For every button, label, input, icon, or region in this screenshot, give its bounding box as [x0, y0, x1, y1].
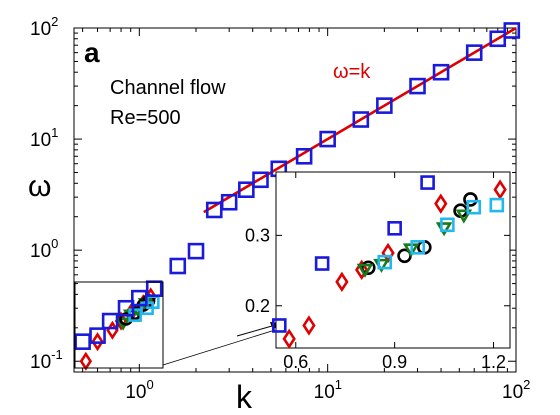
inset-data-point-diamond — [355, 259, 369, 281]
data-point-diamond — [91, 332, 104, 352]
data-point-square — [220, 193, 238, 211]
y-tick-label-base: 10 — [30, 130, 51, 151]
data-point-square — [376, 97, 393, 114]
inset-series-layer — [271, 175, 507, 350]
omega-equals-k-line — [203, 26, 517, 214]
data-point-square — [432, 63, 450, 81]
inset-data-point-square — [387, 221, 402, 236]
y-tick-label-exponent: 1 — [51, 125, 58, 140]
y-tick-label-exponent: -1 — [51, 347, 63, 362]
inset-y-tick-label: 0.3 — [245, 225, 270, 245]
annotation-channel-flow: Channel flow — [110, 77, 226, 99]
inset-x-tick-label: 0.9 — [382, 352, 407, 372]
inset-data-point-square — [377, 254, 393, 270]
data-point-square — [252, 171, 269, 189]
inset-data-point-square — [410, 240, 426, 255]
x-tick-label-base: 10 — [502, 382, 523, 403]
inset-data-point-triangle-down — [356, 263, 374, 278]
y-tick-label-base: 10 — [30, 352, 51, 373]
data-point-diamond — [106, 320, 119, 340]
inset-x-tick-label: 1.2 — [481, 352, 506, 372]
zoom-region-box — [74, 281, 164, 369]
data-point-square — [295, 147, 313, 165]
inset-data-point-diamond — [493, 179, 507, 200]
y-tick-label-exponent: 0 — [51, 236, 58, 251]
panel-label: a — [84, 37, 100, 68]
inset-data-point-square — [420, 175, 435, 190]
x-tick-label-exponent: 1 — [335, 377, 342, 392]
x-tick-label: 100 — [125, 377, 153, 403]
data-point-square — [465, 44, 483, 61]
y-tick-label: 10-1 — [30, 347, 63, 373]
inset-data-point-circle — [360, 260, 376, 276]
inset-frame — [275, 171, 511, 349]
data-point-square — [169, 257, 187, 275]
inset-data-point-circle — [463, 192, 478, 207]
data-point-square — [117, 299, 135, 317]
main-plot-frame — [73, 27, 517, 373]
inset-axis-ticks: 0.6 0.9 1.2 0.2 0.3 — [245, 172, 510, 372]
x-tick-label: 101 — [314, 377, 342, 403]
y-tick-label: 102 — [30, 14, 58, 40]
x-tick-label-exponent: 0 — [146, 377, 153, 392]
data-point-square — [352, 111, 370, 128]
line-label: ω=k — [333, 61, 371, 83]
data-point-square — [409, 77, 426, 95]
x-tick-label-base: 10 — [314, 382, 335, 403]
y-tick-label: 100 — [30, 236, 58, 262]
annotation-reynolds: Re=500 — [110, 107, 181, 129]
inset-data-point-square — [271, 318, 287, 333]
zoom-connector-line — [162, 329, 276, 366]
inset-data-point-diamond — [434, 193, 448, 214]
data-point-diamond — [79, 351, 93, 371]
inset-data-point-diamond — [282, 328, 296, 350]
data-point-square — [319, 130, 336, 148]
y-tick-label: 101 — [30, 125, 58, 151]
y-tick-label-base: 10 — [30, 19, 51, 40]
inset-data-point-square — [466, 199, 482, 215]
data-point-square — [101, 312, 119, 330]
x-tick-label: 102 — [502, 377, 530, 403]
inset-data-point-diamond — [302, 315, 316, 336]
data-point-square — [131, 289, 148, 307]
data-point-square — [74, 333, 91, 350]
inset-data-point-square — [440, 217, 455, 233]
inset-y-tick-label: 0.2 — [245, 296, 270, 316]
y-tick-label-base: 10 — [30, 241, 51, 262]
inset-data-point-square — [489, 197, 505, 213]
x-tick-label-base: 10 — [125, 382, 146, 403]
y-axis-label: ω — [28, 170, 51, 203]
inset-data-point-square — [314, 256, 330, 271]
reference-line-layer — [203, 26, 517, 214]
y-tick-label-exponent: 2 — [51, 14, 58, 29]
data-point-square — [89, 327, 106, 344]
data-point-square — [187, 242, 205, 260]
inset-x-tick-label: 0.6 — [283, 352, 308, 372]
inset-data-point-triangle-down — [455, 209, 473, 224]
data-point-square — [503, 22, 521, 39]
main-series-layer — [74, 22, 521, 371]
data-point-square — [238, 181, 255, 199]
x-tick-label-exponent: 2 — [523, 377, 530, 392]
inset-data-point-diamond — [335, 271, 349, 292]
x-axis-label: k — [236, 379, 253, 415]
